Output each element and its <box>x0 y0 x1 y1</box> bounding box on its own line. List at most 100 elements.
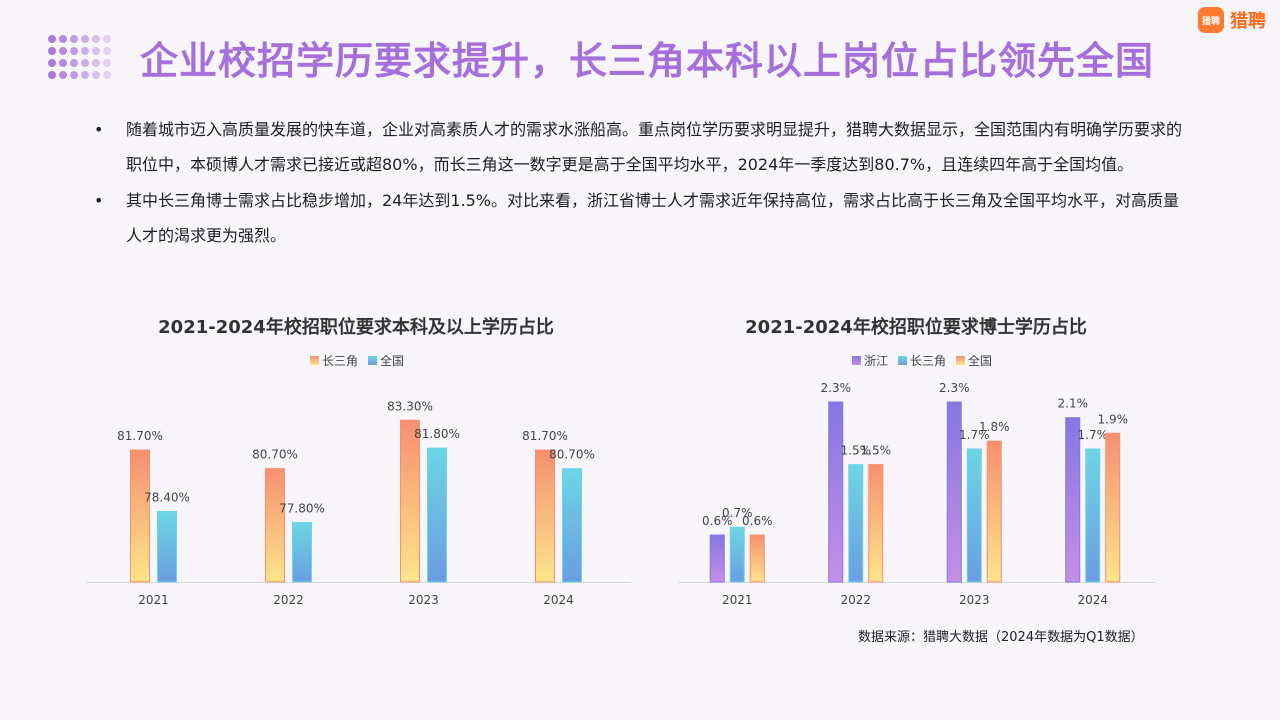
bar <box>709 534 725 583</box>
decor-dot <box>103 35 111 43</box>
x-tick-label: 2022 <box>273 593 304 607</box>
bachelor-bar-chart: 81.70% 78.40% 2021 80.70% 77.80% 2022 83.30% 81… <box>86 399 631 607</box>
bullet-marker: • <box>94 191 104 210</box>
decor-dot <box>92 47 100 55</box>
x-tick-label: 2024 <box>1077 593 1108 607</box>
bar-data-label: 78.40% <box>144 490 190 504</box>
bar <box>400 419 420 583</box>
phd-bar-chart: 0.6%0.7%0.6% 2021 2.3% 1.5%1.5% 2022 2.3% 1.7%… <box>678 381 1156 607</box>
decor-dot <box>70 71 78 79</box>
legend-label: 全国 <box>968 354 993 368</box>
data-source-note: 数据来源：猎聘大数据（2024年数据为Q1数据） <box>858 630 1144 645</box>
page-title: 企业校招学历要求提升，长三角本科以上岗位占比领先全国 <box>140 39 1155 83</box>
bullet-text: 随着城市迈入高质量发展的快车道，企业对高素质人才的需求水涨船高。重点岗位学历要求… <box>126 120 1183 174</box>
bar-data-label: 1.9% <box>1098 412 1129 426</box>
decor-dot <box>81 59 89 67</box>
legend-swatch <box>852 356 861 365</box>
decor-dot <box>92 59 100 67</box>
legend-swatch <box>956 356 966 365</box>
decor-dot <box>59 47 67 55</box>
bar <box>966 448 982 583</box>
legend-item: 长三角 <box>310 352 358 369</box>
bar <box>986 440 1002 583</box>
x-tick-label: 2021 <box>138 593 169 607</box>
bar-data-label: 80.70% <box>549 448 595 462</box>
decor-dot <box>48 35 56 43</box>
bar <box>292 522 312 583</box>
logo-text: 猎聘 <box>1230 11 1266 32</box>
decor-dot <box>59 35 67 43</box>
x-tick-label: 2023 <box>959 593 990 607</box>
bar <box>1065 417 1081 583</box>
bar-data-label: 0.6% <box>742 514 773 528</box>
legend-label: 浙江 <box>864 354 889 368</box>
bullet-item: • 其中长三角博士需求占比稳步增加，24年达到1.5%。对比来看，浙江省博士人才… <box>92 183 1192 253</box>
decor-dot <box>81 47 89 55</box>
bar <box>868 464 884 583</box>
chart-legend-bachelor: 长三角 全国 <box>310 352 414 369</box>
bullet-text: 其中长三角博士需求占比稳步增加，24年达到1.5%。对比来看，浙江省博士人才需求… <box>126 191 1180 245</box>
bar-data-label: 2.3% <box>821 381 852 395</box>
decorative-dots <box>48 35 114 83</box>
bar <box>1085 448 1101 583</box>
bar <box>729 526 745 583</box>
legend-swatch <box>310 356 319 365</box>
bar-data-label: 83.30% <box>387 399 433 413</box>
legend-label: 长三角 <box>322 354 359 368</box>
bar-data-label: 81.70% <box>117 429 163 443</box>
bar-data-label: 2.3% <box>939 381 970 395</box>
bar-data-label: 81.70% <box>522 429 568 443</box>
decor-dot <box>70 47 78 55</box>
bar <box>265 468 285 583</box>
chart-title-phd: 2021-2024年校招职位要求博士学历占比 <box>745 317 1087 338</box>
decor-dot <box>59 71 67 79</box>
decor-dot <box>81 35 89 43</box>
bar-data-label: 1.8% <box>979 420 1010 434</box>
decor-dot <box>48 47 56 55</box>
bar <box>828 401 844 583</box>
legend-swatch <box>898 356 908 365</box>
decor-dot <box>92 35 100 43</box>
bullet-list: • 随着城市迈入高质量发展的快车道，企业对高素质人才的需求水涨船高。重点岗位学历… <box>92 112 1192 254</box>
decor-dot <box>103 47 111 55</box>
bar <box>535 449 555 583</box>
x-tick-label: 2021 <box>722 593 753 607</box>
bar-data-label: 77.80% <box>279 502 325 516</box>
bar <box>157 510 177 583</box>
liepin-logo-icon: 猎聘 <box>1198 7 1224 33</box>
bar <box>848 464 864 583</box>
legend-item: 长三角 <box>898 352 946 369</box>
legend-label: 长三角 <box>910 354 947 368</box>
x-tick-label: 2024 <box>543 593 574 607</box>
bar <box>130 449 150 583</box>
decor-dot <box>103 59 111 67</box>
bullet-marker: • <box>94 120 104 139</box>
bar-data-label: 0.6% <box>702 514 733 528</box>
bar-data-label: 80.70% <box>252 448 298 462</box>
chart-legend-phd: 浙江 长三角 全国 <box>852 352 1002 369</box>
legend-item: 全国 <box>368 352 404 369</box>
bar-data-label: 1.7% <box>959 428 990 442</box>
bar-data-label: 81.80% <box>414 427 460 441</box>
bar <box>427 447 447 583</box>
decor-dot <box>48 71 56 79</box>
legend-label: 全国 <box>380 354 405 368</box>
bar-data-label: 2.1% <box>1058 397 1089 411</box>
bar <box>562 468 582 583</box>
legend-item: 浙江 <box>852 352 888 369</box>
decor-dot <box>70 35 78 43</box>
bar-data-label: 1.5% <box>861 444 892 458</box>
bar <box>749 534 765 583</box>
bar <box>946 401 962 583</box>
legend-item: 全国 <box>956 352 992 369</box>
bar-data-label: 0.7% <box>722 506 753 520</box>
chart-title-bachelor: 2021-2024年校招职位要求本科及以上学历占比 <box>158 317 554 338</box>
x-tick-label: 2023 <box>408 593 439 607</box>
decor-dot <box>70 59 78 67</box>
bar <box>1105 432 1121 583</box>
bar-data-label: 1.5% <box>841 444 872 458</box>
bar-data-label: 1.7% <box>1078 428 1109 442</box>
brand-logo: 猎聘 猎聘 <box>1198 6 1266 34</box>
decor-dot <box>103 71 111 79</box>
decor-dot <box>81 71 89 79</box>
